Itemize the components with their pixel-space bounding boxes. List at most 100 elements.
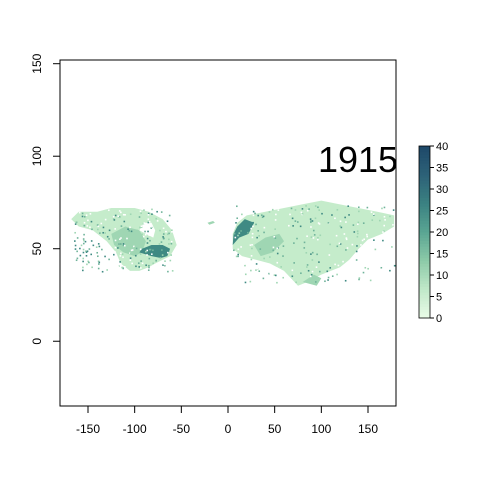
y-axis: 0 50 100 150 [30,53,61,345]
colorbar-segment [419,249,430,253]
raster-cell [90,240,93,242]
raster-cell [317,236,319,239]
raster-cell [319,234,322,237]
raster-cell [247,276,249,278]
raster-cell [141,262,144,265]
raster-cell [362,222,365,224]
raster-cell [294,209,297,211]
raster-cell [311,259,314,261]
raster-cell [356,230,359,233]
raster-cell [276,252,279,255]
y-tick-label: 150 [30,53,44,73]
raster-cell [371,219,374,221]
raster-cell [170,240,173,243]
raster-cell [310,281,313,283]
colorbar-segment [419,223,430,227]
tibet-patch [302,274,322,286]
raster-cell [133,245,135,248]
raster-cell [247,231,249,234]
raster-cell [171,217,174,220]
raster-cell [315,266,318,269]
colorbar-segment [419,206,430,210]
x-tick-label: -100 [123,422,147,436]
raster-cell [114,251,117,253]
raster-cell [390,253,393,256]
raster-cell [343,233,346,235]
colorbar-segment [419,217,430,221]
raster-cell [103,269,106,271]
colorbar-segment [419,240,430,244]
raster-cell [151,253,153,255]
raster-cell [120,225,123,227]
raster-cell [113,219,116,221]
raster-cell [259,248,262,250]
raster-cell [274,237,277,239]
raster-cell [393,264,396,267]
raster-cell [235,220,237,222]
raster-cell [118,265,120,267]
x-tick-label: -150 [76,422,100,436]
colorbar-segment [419,283,430,287]
raster-cell [82,248,85,251]
raster-cell [392,224,394,226]
raster-cell [137,262,140,264]
raster-cell [96,224,99,226]
raster-cell [99,231,101,234]
colorbar-segment [419,280,430,284]
raster-cell [131,249,134,251]
raster-cell [305,205,307,207]
colorbar-segment [419,229,430,233]
raster-cell [138,266,141,268]
raster-cell [163,237,165,240]
raster-cell [373,239,375,241]
raster-cell [391,231,394,234]
raster-cell [310,273,313,276]
raster-cell [81,215,84,218]
raster-cell [90,220,93,223]
raster-cell [122,235,124,238]
colorbar-segment [419,226,430,230]
raster-cell [139,248,142,251]
raster-cell [236,270,239,272]
raster-cell [299,225,302,228]
raster-cell [240,246,242,248]
raster-cell [123,220,126,223]
colorbar-segment [419,214,430,219]
colorbar-segment [419,312,430,316]
raster-cell [120,237,122,239]
colorbar-segment [419,146,430,150]
raster-cell [147,212,150,215]
colorbar-segment [419,260,430,264]
colorbar-segment [419,166,430,170]
raster-cell [331,214,333,216]
raster-cell [385,263,387,266]
raster-cell [251,243,253,246]
raster-cell [79,254,82,257]
raster-cell [147,230,149,233]
raster-cell [104,255,106,258]
raster-cell [114,239,117,242]
raster-cell [289,213,291,216]
raster-cell [383,215,386,218]
raster-cell [274,280,277,283]
color-legend: 0 5 10 15 20 25 30 35 40 [418,141,448,325]
raster-cell [317,238,319,241]
raster-cell [391,242,394,245]
raster-cell [345,221,347,223]
colorbar-segment [419,163,430,167]
raster-cell [147,218,150,220]
raster-cell [162,227,165,230]
raster-cell [250,269,252,272]
raster-cell [114,246,117,249]
raster-cell [370,211,373,213]
raster-cell [276,267,278,270]
raster-cell [134,236,136,239]
raster-cell [162,236,164,238]
colorbar-segment [419,171,430,176]
colorbar-segment [419,151,430,155]
raster-cell [235,261,238,264]
colorbar-segment [419,269,430,273]
raster-cell [318,261,320,263]
raster-cell [83,224,86,227]
raster-cell [391,246,393,248]
